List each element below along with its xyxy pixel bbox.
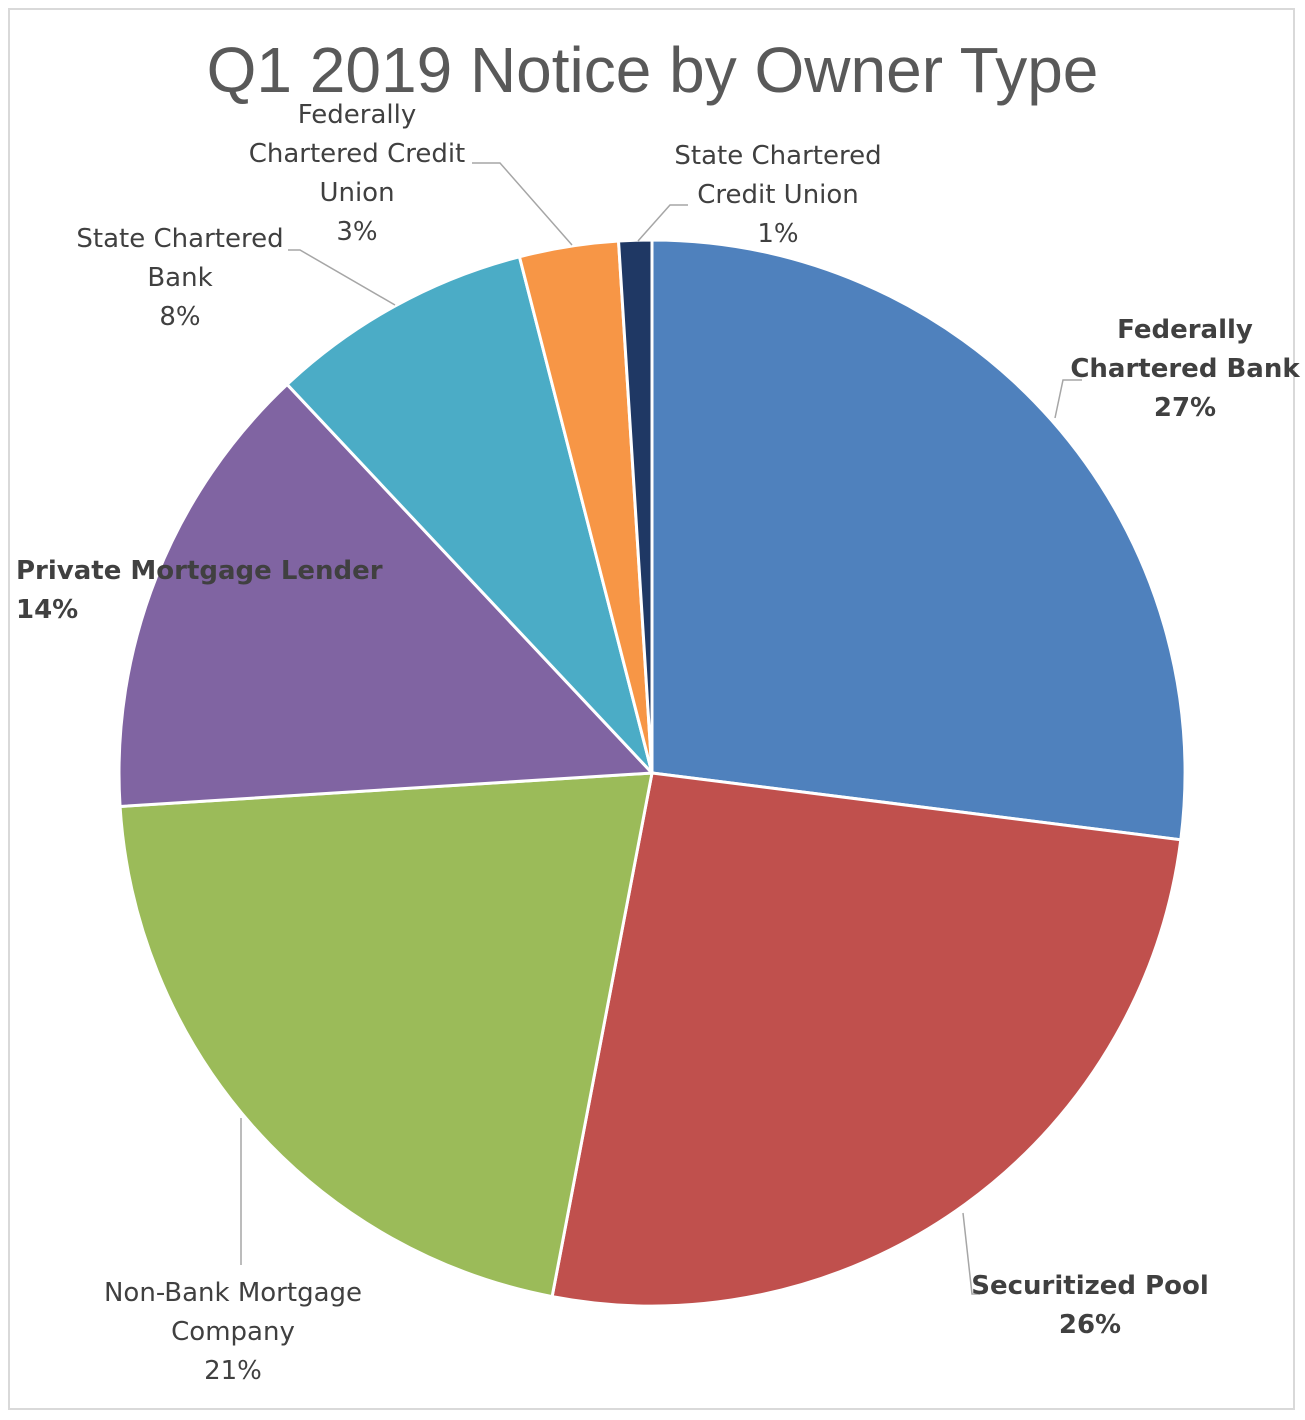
pie-slices	[117, 238, 1187, 1308]
leader-lines	[240, 162, 1082, 1295]
pie-slice-federally-chartered-bank	[650, 238, 1187, 842]
pie-slice-state-chartered-bank	[285, 254, 654, 775]
slice-labels: Federally Chartered Bank 27% Securitized Po…	[16, 100, 1300, 1386]
slice-label-securitized-pool: Securitized Pool 26%	[971, 1271, 1208, 1340]
slice-label-non-bank-mortgage-company: Non-Bank Mortgage Company 21%	[104, 1278, 362, 1386]
slice-label-state-chartered-credit-union: State Chartered Credit Union 1%	[674, 141, 881, 249]
leader-line-state-chartered-credit-union	[637, 204, 688, 242]
slice-label-federally-chartered-bank: Federally Chartered Bank 27%	[1070, 315, 1300, 423]
slice-label-state-chartered-bank: State Chartered Bank 8%	[76, 224, 283, 332]
slice-label-private-mortgage-lender: Private Mortgage Lender 14%	[16, 556, 383, 625]
pie-slice-state-chartered-credit-union	[616, 238, 654, 774]
chart-title: Q1 2019 Notice by Owner Type	[206, 34, 1099, 106]
leader-line-securitized-pool	[962, 1212, 980, 1295]
slice-label-federally-chartered-credit-union: Federally Chartered Credit Union 3%	[249, 100, 466, 247]
leader-line-state-chartered-bank	[288, 249, 396, 306]
pie-slice-non-bank-mortgage-company	[118, 771, 654, 1299]
pie-slice-private-mortgage-lender	[117, 382, 656, 809]
leader-line-federally-chartered-credit-union	[472, 162, 573, 246]
leader-line-federally-chartered-bank	[1054, 379, 1082, 419]
pie-slice-securitized-pool	[550, 771, 1183, 1308]
